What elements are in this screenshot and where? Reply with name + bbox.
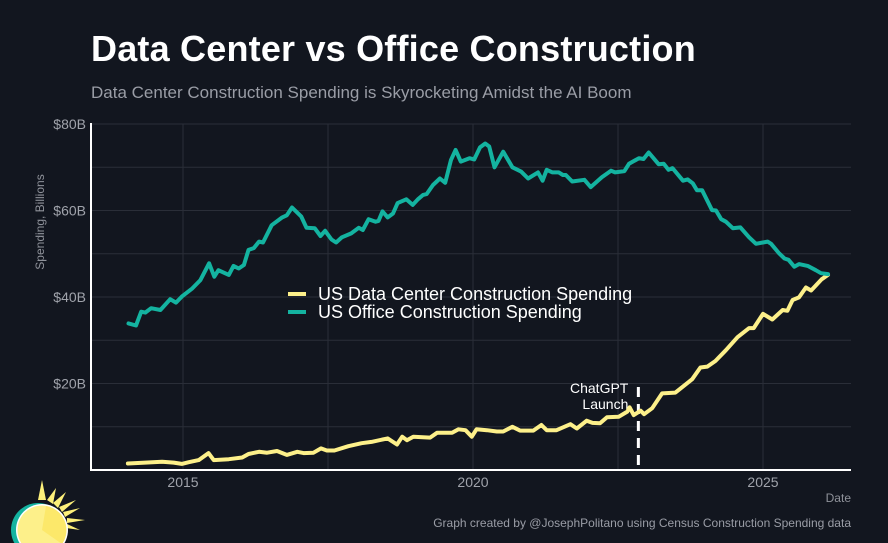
- series-lines: [125, 141, 830, 466]
- x-tick-label: 2015: [167, 474, 198, 490]
- x-axis-ticks: 2015 2020 2025: [167, 474, 778, 490]
- y-axis-ticks: $20B $40B $60B $80B: [53, 116, 86, 392]
- annotation-label: ChatGPT: [570, 380, 629, 396]
- chart-title: Data Center vs Office Construction: [91, 28, 696, 69]
- x-tick-label: 2025: [747, 474, 778, 490]
- legend-label: US Office Construction Spending: [318, 302, 582, 322]
- y-tick-label: $20B: [53, 376, 86, 392]
- source-caption: Graph created by @JosephPolitano using C…: [433, 516, 851, 530]
- y-tick-label: $40B: [53, 289, 86, 305]
- legend-label: US Data Center Construction Spending: [318, 284, 632, 304]
- grid-lines: [92, 123, 851, 470]
- sun-icon: [11, 480, 85, 543]
- office-series-line: [126, 141, 830, 328]
- x-axis-title: Date: [826, 491, 852, 505]
- chart-subtitle: Data Center Construction Spending is Sky…: [91, 83, 632, 102]
- data-center-series-line: [125, 272, 830, 466]
- annotation-label: Launch: [582, 396, 628, 412]
- y-tick-label: $60B: [53, 203, 86, 219]
- y-tick-label: $80B: [53, 116, 86, 132]
- x-tick-label: 2020: [457, 474, 488, 490]
- y-axis-title: Spending, Billions: [33, 174, 47, 269]
